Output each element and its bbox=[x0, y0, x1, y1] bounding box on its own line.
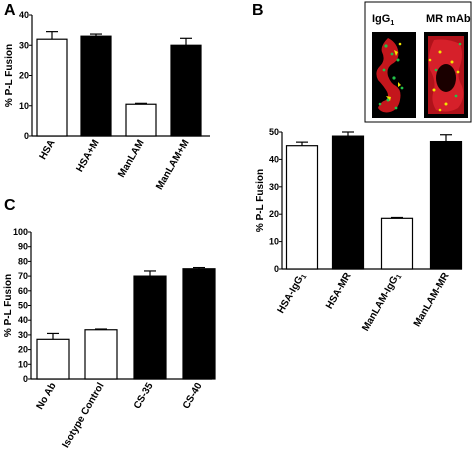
inset-label-mr: MR mAb bbox=[426, 13, 471, 25]
chart-panel-a: 0 10 20 30 40 % P-L Fusion HSA HSA+M ManLAM ManLA… bbox=[4, 10, 210, 192]
bar-c-0 bbox=[36, 338, 70, 380]
bar-c-1 bbox=[84, 329, 118, 380]
category-label-c-3: CS-40 bbox=[181, 381, 205, 411]
y-tick-label-c-20: 20 bbox=[18, 345, 28, 355]
bar-b-0 bbox=[285, 145, 319, 270]
micrograph-igg1 bbox=[372, 32, 416, 118]
y-tick-label-a-40: 40 bbox=[19, 10, 29, 20]
y-tick-label-c-70: 70 bbox=[18, 271, 28, 281]
category-label-b-3: ManLAM-MR bbox=[412, 270, 452, 329]
y-tick-label-b-30: 30 bbox=[269, 182, 279, 192]
y-tick-label-b-50: 50 bbox=[269, 127, 279, 137]
bar-c-3 bbox=[182, 268, 216, 380]
bar-a-3 bbox=[170, 44, 202, 137]
panel-letter-a: A bbox=[4, 2, 16, 19]
y-axis-label-c: % P-L Fusion bbox=[3, 274, 14, 337]
category-label-c-1: Isotype Control bbox=[60, 381, 106, 450]
micrograph-mr bbox=[424, 32, 468, 118]
category-label-b-0: HSA-IgG1 bbox=[276, 271, 309, 316]
panel-letter-b: B bbox=[252, 2, 264, 19]
y-tick-label-c-60: 60 bbox=[18, 286, 28, 296]
category-label-b-2: ManLAM-IgG1 bbox=[360, 271, 403, 334]
y-tick-label-b-0: 0 bbox=[274, 264, 279, 274]
y-axis-label-b: % P-L Fusion bbox=[255, 169, 266, 232]
panel-letter-c: C bbox=[4, 197, 16, 214]
y-tick-label-c-90: 90 bbox=[18, 242, 28, 252]
y-tick-label-b-40: 40 bbox=[269, 154, 279, 164]
category-label-a-3: ManLAM+M bbox=[154, 138, 191, 192]
bar-a-2 bbox=[125, 103, 157, 137]
inset-label-igg1: IgG1 bbox=[372, 13, 394, 27]
y-tick-label-c-40: 40 bbox=[18, 315, 28, 325]
category-label-a-0: HSA bbox=[38, 138, 58, 162]
bar-a-1 bbox=[80, 35, 112, 137]
y-tick-label-a-30: 30 bbox=[19, 40, 29, 50]
y-tick-label-c-30: 30 bbox=[18, 330, 28, 340]
y-tick-label-a-20: 20 bbox=[19, 71, 29, 81]
chart-panel-c: 0 10 20 30 40 50 60 70 80 90 100 % P-L Fusion No Ab I… bbox=[3, 227, 216, 450]
y-axis-label-a: % P-L Fusion bbox=[4, 44, 15, 107]
y-tick-label-b-20: 20 bbox=[269, 209, 279, 219]
category-label-a-1: HSA+M bbox=[74, 138, 101, 174]
bar-b-1 bbox=[331, 135, 365, 270]
bar-a-0 bbox=[36, 38, 68, 137]
y-tick-label-a-10: 10 bbox=[19, 101, 29, 111]
category-label-a-2: ManLAM bbox=[116, 138, 146, 180]
bar-c-2 bbox=[133, 275, 167, 380]
category-label-c-0: No Ab bbox=[35, 381, 59, 412]
y-tick-label-a-0: 0 bbox=[24, 131, 29, 141]
y-tick-label-c-10: 10 bbox=[18, 359, 28, 369]
bar-b-2 bbox=[380, 217, 414, 270]
y-tick-label-c-100: 100 bbox=[13, 227, 28, 237]
y-tick-label-c-0: 0 bbox=[23, 374, 28, 384]
y-tick-label-b-10: 10 bbox=[269, 237, 279, 247]
y-tick-label-c-80: 80 bbox=[18, 256, 28, 266]
y-tick-label-c-50: 50 bbox=[18, 301, 28, 311]
category-label-c-2: CS-35 bbox=[132, 381, 156, 411]
category-label-b-1: HSA-MR bbox=[324, 270, 354, 311]
micrograph-inset: IgG1 MR mAb bbox=[364, 1, 472, 123]
bar-b-3 bbox=[429, 140, 463, 270]
